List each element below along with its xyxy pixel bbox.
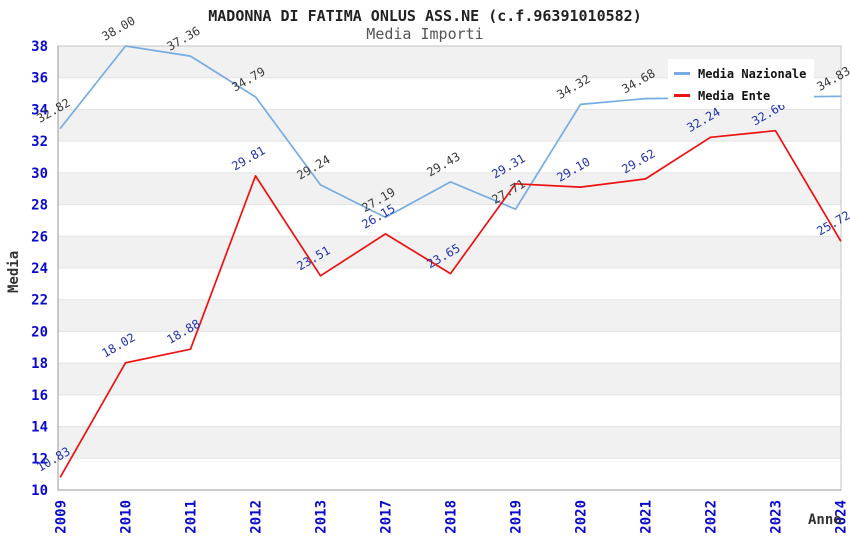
x-tick-label: 2012: [249, 500, 265, 534]
x-tick-label: 2023: [769, 500, 785, 534]
grid-band: [58, 299, 841, 332]
data-label: 38.00: [99, 13, 137, 43]
x-tick-label: 2024: [834, 500, 850, 534]
grid-band: [58, 109, 841, 142]
y-tick-label: 26: [31, 229, 48, 245]
x-tick-label: 2017: [379, 500, 395, 534]
grid-band: [58, 331, 841, 364]
y-tick-label: 22: [31, 293, 48, 309]
series-line-media-ente: [59, 129, 842, 478]
x-axis-title: Anno: [808, 512, 842, 528]
chart-subtitle: Media Importi: [366, 25, 484, 43]
grid-band: [58, 426, 841, 459]
y-tick-label: 10: [31, 483, 48, 499]
grid-band: [58, 172, 841, 205]
y-tick-label: 16: [31, 388, 48, 404]
y-tick-label: 24: [31, 261, 48, 277]
y-tick-label: 34: [31, 102, 48, 118]
y-tick-label: 30: [31, 166, 48, 182]
grid-band: [58, 394, 841, 427]
x-tick-label: 2013: [314, 500, 330, 534]
grid-band: [58, 141, 841, 173]
y-tick-label: 28: [31, 198, 48, 214]
series-line-media-nazionale: [59, 45, 842, 219]
grid-band: [58, 458, 841, 490]
legend-label: Media Nazionale: [698, 66, 807, 81]
y-tick-label: 32: [31, 134, 48, 150]
y-axis-title: Media: [6, 250, 22, 293]
x-tick-label: 2018: [444, 500, 460, 534]
legend-swatch-icon: [674, 72, 690, 75]
y-tick-label: 20: [31, 324, 48, 340]
grid-band: [58, 236, 841, 268]
legend-item-media-nazionale: Media Nazionale: [674, 64, 814, 83]
y-tick-label: 36: [31, 71, 48, 87]
x-tick-label: 2010: [119, 500, 135, 534]
x-tick-label: 2009: [54, 500, 70, 534]
legend-item-media-ente: Media Ente: [674, 86, 814, 105]
legend-swatch-icon: [674, 94, 690, 97]
x-tick-label: 2011: [184, 500, 200, 534]
grid-band: [58, 363, 841, 395]
x-tick-label: 2020: [574, 500, 590, 534]
legend: Media Nazionale Media Ente: [668, 59, 814, 105]
x-tick-label: 2021: [639, 500, 655, 534]
x-tick-label: 2019: [509, 500, 525, 534]
y-tick-label: 14: [31, 420, 48, 436]
chart-title: MADONNA DI FATIMA ONLUS ASS.NE (c.f.9639…: [208, 7, 642, 25]
y-tick-label: 38: [31, 39, 48, 55]
legend-label: Media Ente: [698, 88, 771, 103]
grid-band: [58, 204, 841, 237]
x-tick-label: 2022: [704, 500, 720, 534]
y-tick-label: 12: [31, 451, 48, 467]
y-tick-label: 18: [31, 356, 48, 372]
